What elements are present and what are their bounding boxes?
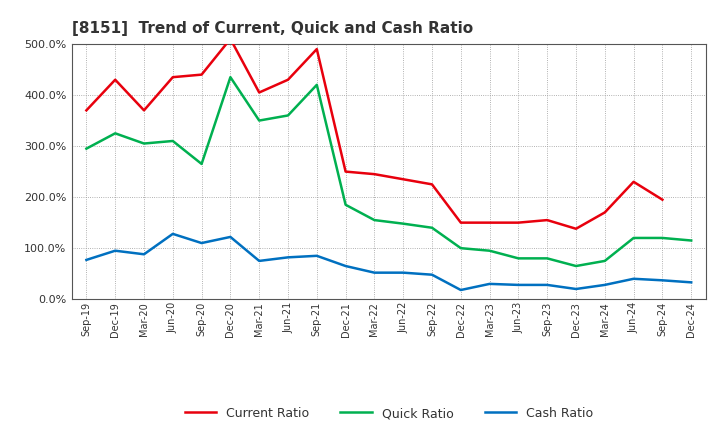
Current Ratio bbox=[399, 176, 408, 182]
Current Ratio bbox=[485, 220, 494, 225]
Cash Ratio bbox=[543, 282, 552, 288]
Current Ratio bbox=[140, 108, 148, 113]
Line: Cash Ratio: Cash Ratio bbox=[86, 234, 691, 290]
Current Ratio bbox=[284, 77, 292, 82]
Current Ratio bbox=[543, 217, 552, 223]
Quick Ratio bbox=[543, 256, 552, 261]
Current Ratio bbox=[82, 108, 91, 113]
Current Ratio bbox=[312, 47, 321, 52]
Cash Ratio bbox=[140, 252, 148, 257]
Current Ratio bbox=[572, 226, 580, 231]
Quick Ratio bbox=[370, 217, 379, 223]
Quick Ratio bbox=[658, 235, 667, 241]
Line: Current Ratio: Current Ratio bbox=[86, 39, 662, 229]
Line: Quick Ratio: Quick Ratio bbox=[86, 77, 691, 266]
Quick Ratio bbox=[82, 146, 91, 151]
Quick Ratio bbox=[572, 264, 580, 269]
Current Ratio bbox=[370, 172, 379, 177]
Current Ratio bbox=[255, 90, 264, 95]
Current Ratio bbox=[658, 197, 667, 202]
Cash Ratio bbox=[82, 257, 91, 263]
Cash Ratio bbox=[514, 282, 523, 288]
Cash Ratio bbox=[312, 253, 321, 258]
Quick Ratio bbox=[600, 258, 609, 264]
Quick Ratio bbox=[514, 256, 523, 261]
Quick Ratio bbox=[226, 74, 235, 80]
Cash Ratio bbox=[600, 282, 609, 288]
Cash Ratio bbox=[456, 287, 465, 293]
Cash Ratio bbox=[485, 281, 494, 286]
Quick Ratio bbox=[140, 141, 148, 146]
Current Ratio bbox=[226, 36, 235, 41]
Current Ratio bbox=[111, 77, 120, 82]
Quick Ratio bbox=[312, 82, 321, 88]
Quick Ratio bbox=[428, 225, 436, 231]
Quick Ratio bbox=[284, 113, 292, 118]
Quick Ratio bbox=[168, 138, 177, 143]
Quick Ratio bbox=[197, 161, 206, 167]
Cash Ratio bbox=[341, 264, 350, 269]
Quick Ratio bbox=[111, 131, 120, 136]
Cash Ratio bbox=[284, 255, 292, 260]
Current Ratio bbox=[341, 169, 350, 174]
Quick Ratio bbox=[341, 202, 350, 207]
Quick Ratio bbox=[687, 238, 696, 243]
Cash Ratio bbox=[629, 276, 638, 282]
Current Ratio bbox=[600, 210, 609, 215]
Current Ratio bbox=[514, 220, 523, 225]
Cash Ratio bbox=[572, 286, 580, 292]
Cash Ratio bbox=[111, 248, 120, 253]
Current Ratio bbox=[168, 74, 177, 80]
Current Ratio bbox=[629, 179, 638, 184]
Legend: Current Ratio, Quick Ratio, Cash Ratio: Current Ratio, Quick Ratio, Cash Ratio bbox=[180, 403, 598, 425]
Cash Ratio bbox=[370, 270, 379, 275]
Current Ratio bbox=[197, 72, 206, 77]
Current Ratio bbox=[428, 182, 436, 187]
Current Ratio bbox=[456, 220, 465, 225]
Quick Ratio bbox=[255, 118, 264, 123]
Quick Ratio bbox=[485, 248, 494, 253]
Quick Ratio bbox=[629, 235, 638, 241]
Text: [8151]  Trend of Current, Quick and Cash Ratio: [8151] Trend of Current, Quick and Cash … bbox=[72, 21, 473, 36]
Quick Ratio bbox=[399, 221, 408, 226]
Cash Ratio bbox=[399, 270, 408, 275]
Cash Ratio bbox=[168, 231, 177, 237]
Cash Ratio bbox=[255, 258, 264, 264]
Quick Ratio bbox=[456, 246, 465, 251]
Cash Ratio bbox=[428, 272, 436, 277]
Cash Ratio bbox=[687, 280, 696, 285]
Cash Ratio bbox=[658, 278, 667, 283]
Cash Ratio bbox=[197, 240, 206, 246]
Cash Ratio bbox=[226, 234, 235, 239]
